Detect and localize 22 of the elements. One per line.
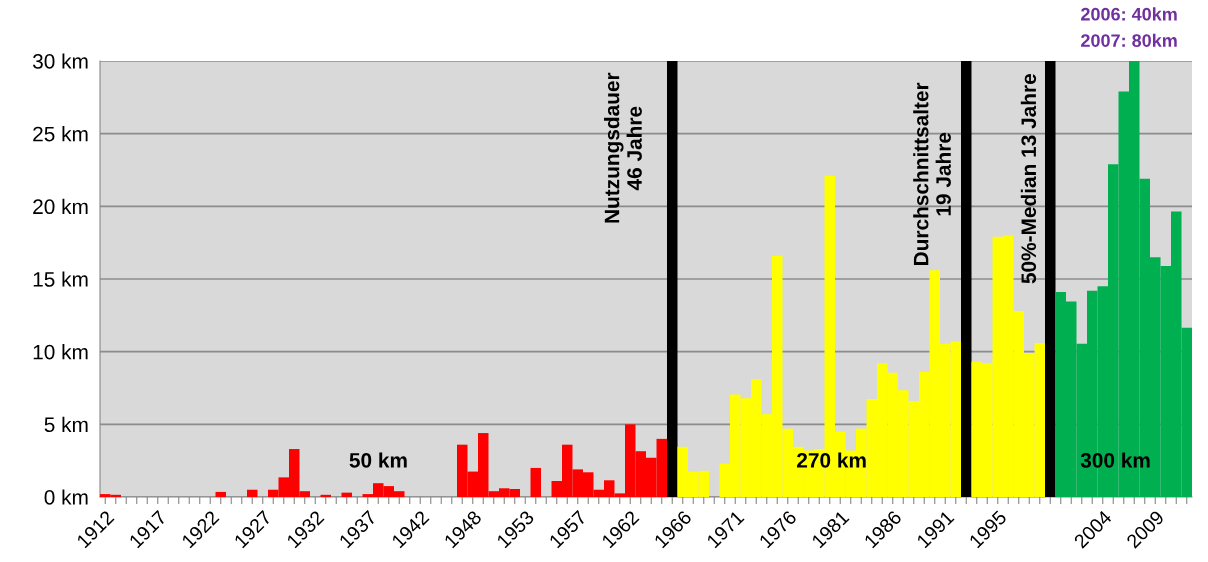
annotation: 300 km <box>1080 452 1150 468</box>
bar <box>530 467 541 497</box>
annotation: 50 km <box>349 452 407 468</box>
y-tick-label: 10 km <box>33 344 88 360</box>
bar <box>667 61 678 497</box>
y-tick-label: 30 km <box>32 53 88 69</box>
y-tick-label: 25 km <box>33 126 88 142</box>
annotation: 270 km <box>797 452 866 468</box>
bar <box>247 489 258 497</box>
bar <box>320 494 331 497</box>
text: 2006: 40km <box>1081 7 1177 21</box>
y-tick-label: 5 km <box>44 416 88 433</box>
y-tick-label: 20 km <box>33 198 88 215</box>
annotation: Nutzungsdauer 46 Jahre <box>604 72 642 223</box>
bar <box>1045 61 1056 497</box>
annotation: Durchschnittsalter 19 Jahre <box>913 82 951 265</box>
bar <box>961 61 972 497</box>
text: 2007: 80km <box>1081 33 1177 47</box>
bar <box>215 491 226 497</box>
y-tick-label: 15 km <box>33 271 88 287</box>
annotation: 50%-Median 13 Jahre <box>1020 74 1037 284</box>
y-tick-label: 0 km <box>44 489 88 505</box>
